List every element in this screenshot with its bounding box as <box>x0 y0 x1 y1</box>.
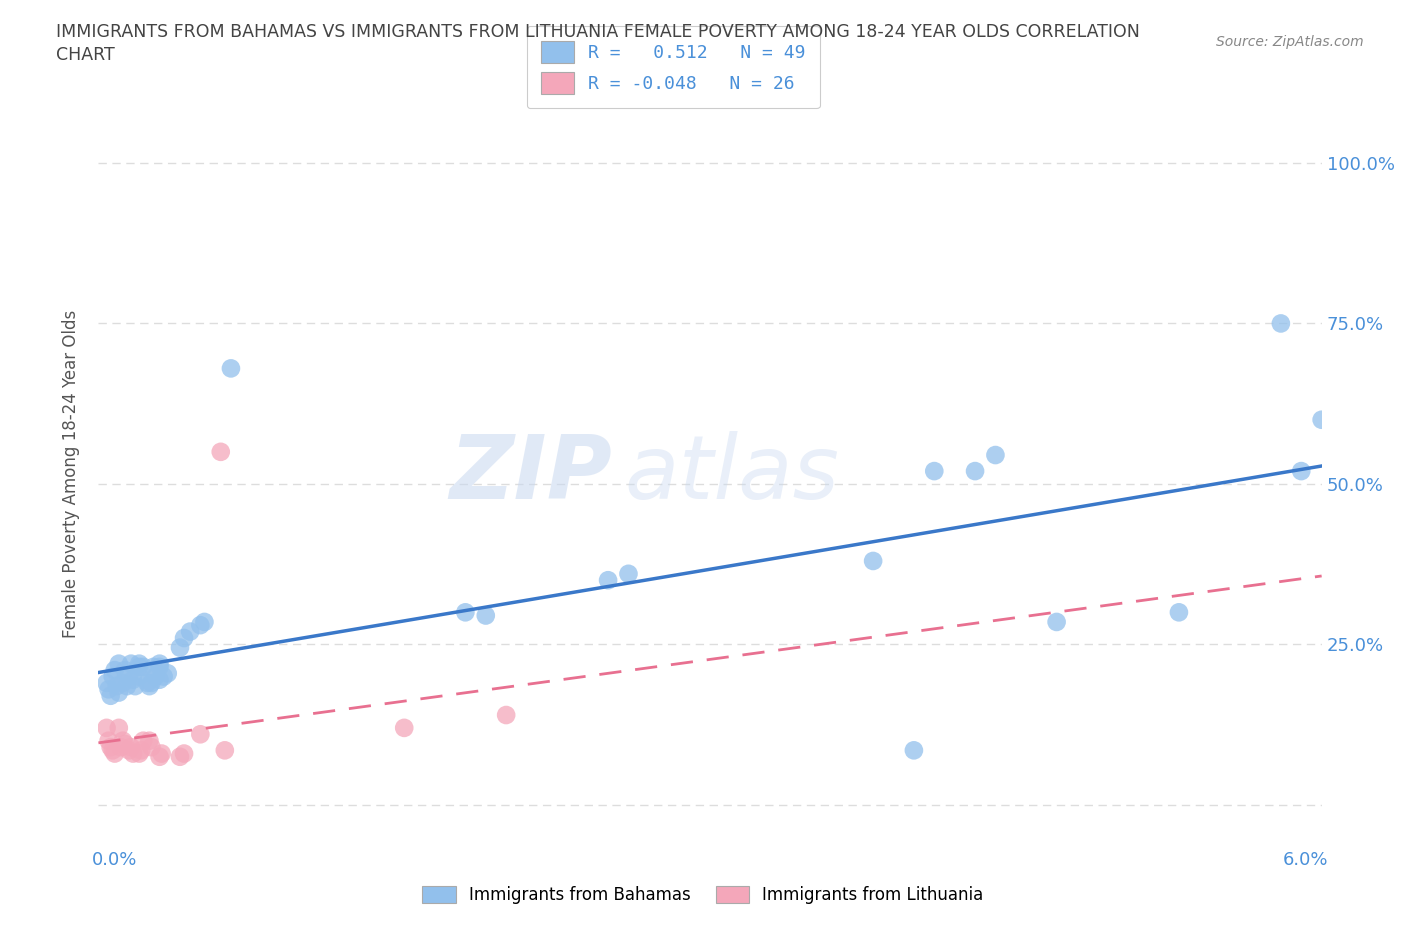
Point <box>104 746 127 761</box>
Point <box>141 739 163 754</box>
Point <box>963 464 986 479</box>
Point <box>132 659 155 674</box>
Point <box>149 659 172 674</box>
Point <box>392 721 416 736</box>
Point <box>193 615 215 630</box>
Point <box>169 750 191 764</box>
Point <box>124 679 146 694</box>
Point <box>108 685 131 700</box>
Point <box>129 743 152 758</box>
Point <box>1167 604 1189 619</box>
Point <box>495 708 517 723</box>
Text: CHART: CHART <box>56 46 115 63</box>
Point <box>903 743 925 758</box>
Point <box>122 746 145 761</box>
Text: IMMIGRANTS FROM BAHAMAS VS IMMIGRANTS FROM LITHUANIA FEMALE POVERTY AMONG 18-24 : IMMIGRANTS FROM BAHAMAS VS IMMIGRANTS FR… <box>56 23 1140 41</box>
Point <box>149 657 172 671</box>
Point <box>100 688 122 703</box>
Point <box>97 733 120 748</box>
Point <box>179 624 201 639</box>
Point <box>111 733 134 748</box>
Point <box>136 675 159 690</box>
Point <box>100 739 122 754</box>
Point <box>598 573 620 588</box>
Point <box>111 675 134 690</box>
Point <box>156 666 179 681</box>
Point <box>173 746 195 761</box>
Point <box>617 566 640 581</box>
Point <box>141 675 163 690</box>
Point <box>115 679 138 694</box>
Text: Source: ZipAtlas.com: Source: ZipAtlas.com <box>1216 35 1364 49</box>
Point <box>128 669 150 684</box>
Point <box>120 739 142 754</box>
Point <box>169 640 191 655</box>
Point <box>1270 316 1292 331</box>
Point <box>984 447 1007 462</box>
Point <box>138 679 160 694</box>
Point <box>104 663 127 678</box>
Point <box>101 743 124 758</box>
Point <box>128 659 150 674</box>
Point <box>105 679 128 694</box>
Point <box>173 631 195 645</box>
Point <box>108 721 131 736</box>
Point <box>118 743 141 758</box>
Point <box>922 464 945 479</box>
Text: atlas: atlas <box>624 432 839 517</box>
Point <box>97 682 120 697</box>
Point <box>1045 615 1069 630</box>
Text: 0.0%: 0.0% <box>91 851 136 870</box>
Point <box>214 743 236 758</box>
Legend: R =   0.512   N = 49, R = -0.048   N = 26: R = 0.512 N = 49, R = -0.048 N = 26 <box>527 26 820 108</box>
Point <box>138 733 160 748</box>
Point <box>149 750 172 764</box>
Y-axis label: Female Poverty Among 18-24 Year Olds: Female Poverty Among 18-24 Year Olds <box>62 311 80 638</box>
Point <box>150 746 173 761</box>
Point <box>142 659 165 674</box>
Point <box>114 663 136 678</box>
Text: 6.0%: 6.0% <box>1284 851 1329 870</box>
Point <box>862 553 884 568</box>
Point <box>209 445 232 459</box>
Point <box>122 672 145 687</box>
Point <box>118 669 141 684</box>
Point <box>1289 464 1312 479</box>
Point <box>96 721 118 736</box>
Point <box>188 727 212 742</box>
Legend: Immigrants from Bahamas, Immigrants from Lithuania: Immigrants from Bahamas, Immigrants from… <box>413 878 993 912</box>
Point <box>108 657 131 671</box>
Point <box>114 737 136 751</box>
Point <box>128 657 150 671</box>
Point <box>149 672 172 687</box>
Point <box>474 608 498 623</box>
Point <box>96 675 118 690</box>
Point <box>145 669 167 684</box>
Point <box>132 733 155 748</box>
Point <box>152 669 174 684</box>
Point <box>128 746 150 761</box>
Point <box>1310 412 1333 427</box>
Point <box>101 669 124 684</box>
Point <box>219 361 242 376</box>
Text: ZIP: ZIP <box>450 431 612 518</box>
Point <box>120 657 142 671</box>
Point <box>454 604 477 619</box>
Point <box>188 618 212 632</box>
Point <box>110 739 132 754</box>
